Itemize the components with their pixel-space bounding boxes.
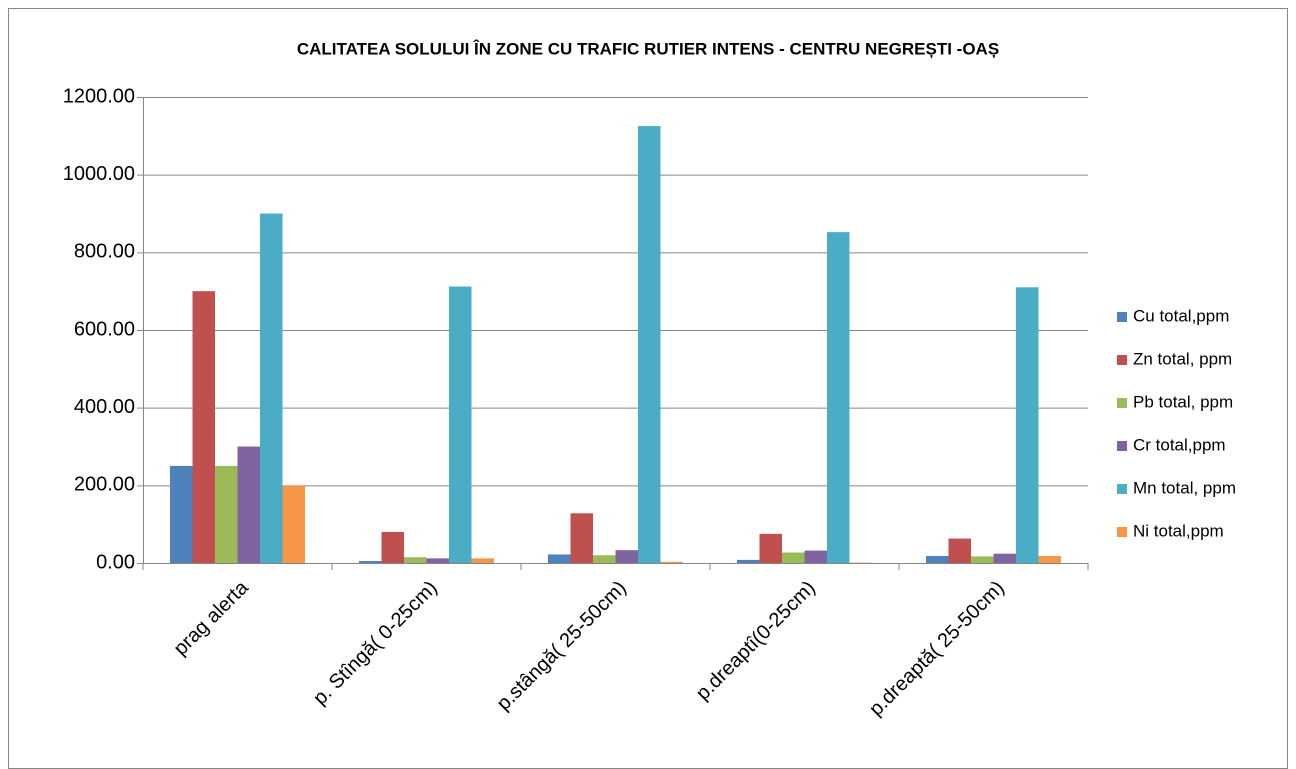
bar [404, 557, 427, 563]
bar [1016, 287, 1039, 563]
bar [170, 465, 193, 563]
y-tick-label: 200.00 [74, 474, 135, 496]
bar [948, 538, 971, 563]
bar [638, 126, 661, 563]
legend-swatch [1117, 441, 1127, 451]
bar [971, 556, 994, 563]
y-tick-label: 800.00 [74, 241, 135, 263]
bar [260, 213, 283, 563]
legend-swatch [1117, 527, 1127, 537]
bar [759, 533, 782, 563]
bar [471, 558, 494, 563]
bar [192, 291, 215, 563]
legend-swatch [1117, 312, 1127, 322]
y-tick-label: 1000.00 [63, 163, 135, 185]
bar [782, 552, 805, 563]
bar [660, 561, 683, 563]
bar [548, 554, 571, 563]
legend-label: Ni total,ppm [1133, 521, 1224, 540]
bar [381, 531, 404, 563]
bar [570, 513, 593, 563]
legend-swatch [1117, 484, 1127, 494]
bar [827, 232, 850, 563]
bar [215, 465, 238, 563]
bar [926, 556, 949, 563]
bar [993, 553, 1016, 563]
y-tick-label: 1200.00 [63, 85, 135, 107]
legend-label: Cr total,ppm [1133, 435, 1226, 454]
bar [359, 561, 382, 563]
y-tick-label: 600.00 [74, 318, 135, 340]
y-tick-label: 0.00 [96, 551, 135, 573]
legend-label: Pb total, ppm [1133, 392, 1233, 411]
legend-label: Zn total, ppm [1133, 349, 1232, 368]
legend-label: Mn total, ppm [1133, 478, 1236, 497]
chart-title: CALITATEA SOLULUI ÎN ZONE CU TRAFIC RUTI… [297, 39, 999, 58]
bar [1038, 556, 1061, 563]
bar [615, 550, 638, 563]
legend-swatch [1117, 355, 1127, 365]
bar [282, 485, 305, 563]
bar [449, 286, 472, 563]
bar [737, 559, 760, 563]
bar [426, 558, 449, 563]
bar [804, 550, 827, 563]
legend-swatch [1117, 398, 1127, 408]
bar [237, 446, 260, 563]
y-tick-label: 400.00 [74, 396, 135, 418]
legend-label: Cu total,ppm [1133, 306, 1229, 325]
bar [593, 555, 616, 563]
